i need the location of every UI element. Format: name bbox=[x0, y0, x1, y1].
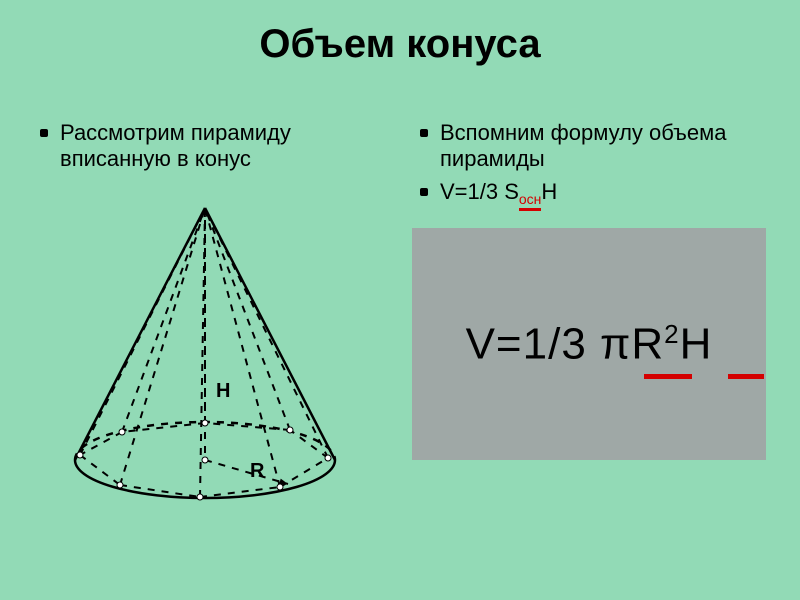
list-item-formula: V=1/3 SоснH bbox=[420, 179, 780, 207]
cone-volume-formula: V=1/3 πR2H bbox=[466, 319, 713, 370]
cone-volume-formula-box: V=1/3 πR2H bbox=[412, 228, 766, 460]
formula-prefix: V=1/3 S bbox=[440, 179, 519, 204]
formula-exponent: 2 bbox=[664, 319, 679, 349]
formula-underline bbox=[519, 208, 542, 211]
radius-label: R bbox=[250, 460, 264, 483]
formula-accent bbox=[644, 374, 692, 379]
bullet-icon bbox=[420, 129, 428, 137]
bullet-text: Рассмотрим пирамиду вписанную в конус bbox=[60, 120, 380, 173]
bullet-icon bbox=[420, 188, 428, 196]
slide-title: Объем конуса bbox=[0, 22, 800, 67]
list-item: Вспомним формулу объема пирамиды bbox=[420, 120, 780, 173]
right-column: Вспомним формулу объема пирамиды V=1/3 S… bbox=[420, 120, 780, 213]
bullet-text: Вспомним формулу объема пирамиды bbox=[440, 120, 780, 173]
pyramid-volume-formula: V=1/3 SоснH bbox=[440, 179, 557, 207]
cone-svg bbox=[60, 200, 350, 510]
formula-suffix: H bbox=[680, 319, 713, 368]
list-item: Рассмотрим пирамиду вписанную в конус bbox=[40, 120, 380, 173]
formula-suffix: H bbox=[541, 179, 557, 204]
bullet-icon bbox=[40, 129, 48, 137]
cone-diagram: H R bbox=[60, 200, 350, 510]
formula-prefix: V=1/3 πR bbox=[466, 319, 665, 368]
formula-subscript: осн bbox=[519, 191, 542, 207]
formula-accent bbox=[728, 374, 764, 379]
height-label: H bbox=[216, 380, 230, 403]
left-column: Рассмотрим пирамиду вписанную в конус bbox=[40, 120, 380, 179]
